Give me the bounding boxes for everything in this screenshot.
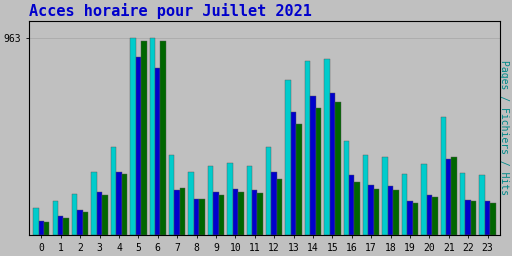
Bar (330, 93, 335, 235)
Bar (180, 188, 185, 235)
Bar (402, 174, 407, 235)
Bar (247, 166, 252, 235)
Bar (238, 192, 244, 235)
Bar (407, 201, 413, 235)
Bar (479, 175, 485, 235)
Text: Acces horaire pour Juillet 2021: Acces horaire pour Juillet 2021 (29, 4, 312, 19)
Bar (382, 157, 388, 235)
Bar (33, 208, 38, 235)
Bar (291, 112, 296, 235)
Bar (194, 199, 199, 235)
Bar (188, 172, 194, 235)
Bar (432, 197, 438, 235)
Bar (44, 222, 50, 235)
Bar (97, 192, 102, 235)
Bar (296, 124, 302, 235)
Bar (111, 147, 116, 235)
Bar (413, 203, 418, 235)
Bar (130, 38, 136, 235)
Bar (335, 102, 340, 235)
Bar (122, 174, 127, 235)
Bar (72, 194, 77, 235)
Bar (349, 175, 354, 235)
Bar (102, 195, 108, 235)
Bar (116, 172, 122, 235)
Bar (490, 203, 496, 235)
Bar (213, 192, 219, 235)
Bar (136, 57, 141, 235)
Bar (219, 195, 224, 235)
Bar (92, 172, 97, 235)
Bar (199, 199, 205, 235)
Y-axis label: Pages / Fichiers / Hits: Pages / Fichiers / Hits (499, 60, 508, 195)
Bar (393, 190, 399, 235)
Bar (310, 96, 316, 235)
Bar (160, 41, 166, 235)
Bar (460, 173, 465, 235)
Bar (344, 141, 349, 235)
Bar (155, 68, 160, 235)
Bar (441, 116, 446, 235)
Bar (58, 216, 63, 235)
Bar (266, 147, 271, 235)
Bar (485, 201, 490, 235)
Bar (53, 201, 58, 235)
Bar (169, 155, 175, 235)
Bar (452, 157, 457, 235)
Bar (388, 186, 393, 235)
Bar (354, 182, 360, 235)
Bar (150, 38, 155, 235)
Bar (277, 179, 282, 235)
Bar (316, 108, 321, 235)
Bar (227, 164, 232, 235)
Bar (446, 159, 452, 235)
Bar (426, 195, 432, 235)
Bar (363, 155, 369, 235)
Bar (38, 221, 44, 235)
Bar (77, 210, 83, 235)
Bar (258, 193, 263, 235)
Bar (421, 165, 426, 235)
Bar (175, 190, 180, 235)
Bar (305, 61, 310, 235)
Bar (83, 212, 88, 235)
Bar (374, 189, 379, 235)
Bar (369, 185, 374, 235)
Bar (271, 172, 277, 235)
Bar (63, 218, 69, 235)
Bar (465, 200, 471, 235)
Bar (141, 41, 146, 235)
Bar (252, 190, 258, 235)
Bar (208, 166, 213, 235)
Bar (232, 189, 238, 235)
Bar (324, 59, 330, 235)
Bar (471, 201, 476, 235)
Bar (285, 80, 291, 235)
